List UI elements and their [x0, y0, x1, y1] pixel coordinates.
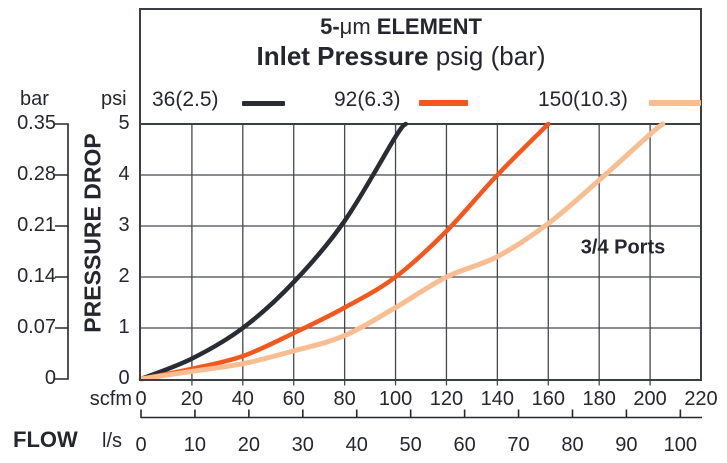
scfm-tick-label: 180	[582, 388, 616, 410]
bar-tick-label: 0.28	[17, 163, 56, 185]
ports-annotation: 3/4 Ports	[580, 236, 666, 259]
scfm-tick-label: 140	[480, 388, 515, 410]
title-line-1: 5-μm ELEMENT	[140, 14, 662, 39]
ls-tick-label: 70	[507, 434, 530, 456]
scfm-tick-label: 120	[429, 388, 464, 410]
bar-tick-label: 0	[44, 367, 56, 389]
ls-tick-label: 60	[453, 434, 476, 456]
bar-tick-label: 0.35	[17, 112, 56, 134]
scfm-tick-label: 60	[282, 388, 305, 410]
legend-label-150: 150(10.3)	[538, 88, 628, 111]
scfm-tick-label: 160	[531, 388, 565, 410]
legend-label-36: 36(2.5)	[152, 88, 219, 111]
ls-tick-label: 40	[345, 434, 368, 456]
y-unit-psi-label: psi	[101, 88, 127, 110]
psi-tick-label: 0	[118, 367, 130, 389]
psi-tick-label: 1	[118, 316, 130, 338]
legend-swatch-150	[649, 100, 701, 106]
chart-title: 5-μm ELEMENT Inlet Pressure psig (bar)	[140, 14, 662, 72]
bar-tick-label: 0.07	[17, 316, 56, 338]
scfm-tick-label: 200	[633, 388, 667, 410]
scfm-tick-label: 40	[231, 388, 254, 410]
legend-swatch-36	[242, 101, 285, 106]
psi-tick-label: 3	[118, 214, 130, 236]
scfm-tick-label: 20	[180, 388, 204, 410]
ls-tick-label: 80	[561, 434, 584, 456]
x-axis-title: FLOW	[13, 427, 78, 452]
title-line-2: Inlet Pressure psig (bar)	[140, 41, 662, 72]
ls-tick-label: 10	[183, 434, 207, 456]
y-axis-title: PRESSURE DROP	[79, 133, 106, 333]
ls-tick-label: 90	[615, 434, 638, 456]
legend-swatch-92	[419, 100, 468, 106]
scfm-tick-label: 0	[135, 388, 147, 410]
x-unit-scfm-label: scfm	[89, 388, 132, 410]
bar-tick-label: 0.14	[17, 265, 56, 287]
bar-scale-bracket	[55, 123, 69, 380]
psi-tick-label: 4	[118, 163, 130, 185]
ls-tick-label: 20	[237, 434, 260, 456]
x-unit-ls-label: l/s	[102, 430, 122, 452]
title-psig-bar: psig (bar)	[428, 41, 546, 72]
title-micron-symbol: μm	[339, 14, 371, 39]
legend-label-92: 92(6.3)	[334, 88, 401, 111]
title-element-size: 5-	[320, 14, 340, 39]
scfm-tick-label: 100	[378, 388, 413, 410]
y-unit-bar-label: bar	[20, 88, 49, 110]
psi-tick-label: 2	[118, 265, 130, 287]
ls-tick-label: 50	[399, 434, 422, 456]
title-element-word: ELEMENT	[370, 14, 482, 39]
scfm-tick-label: 220	[684, 388, 718, 410]
bar-tick-label: 0.21	[17, 214, 56, 236]
psi-tick-label: 5	[118, 112, 130, 134]
ls-tick-label: 0	[135, 434, 147, 456]
ls-tick-label: 30	[291, 434, 314, 456]
chart-border-box	[139, 8, 702, 381]
scfm-tick-label: 80	[333, 388, 356, 410]
ls-tick-label: 100	[663, 434, 698, 456]
title-inlet-pressure: Inlet Pressure	[256, 41, 429, 72]
